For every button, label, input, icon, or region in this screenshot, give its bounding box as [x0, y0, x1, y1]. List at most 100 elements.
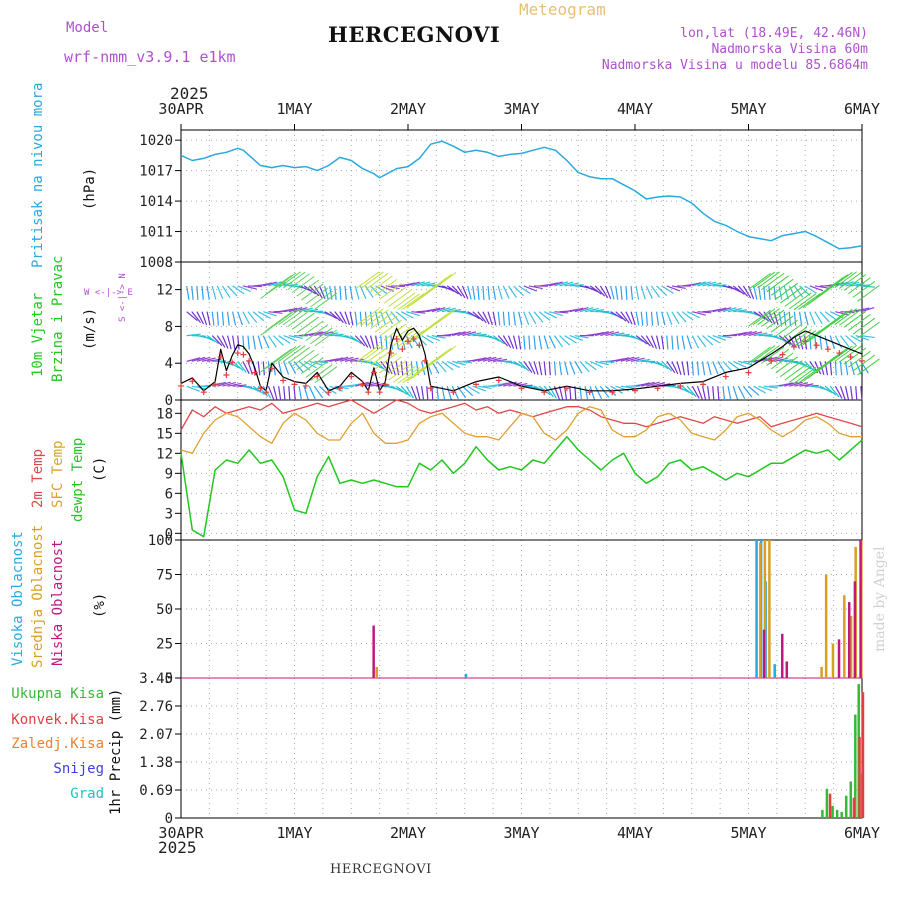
wind-arrow [553, 361, 557, 376]
wind-arrow [487, 357, 502, 362]
wind-gust-marker [768, 357, 775, 364]
wind-arrow [390, 385, 404, 393]
wind-arrow [600, 360, 615, 363]
date-label-bottom: 4MAY [617, 824, 653, 842]
y-tick-label: 25 [156, 637, 173, 653]
cloud-low-bar [781, 633, 784, 678]
wind-arrow [610, 311, 623, 320]
top-year: 2025 [170, 84, 209, 103]
wind-arrow [528, 311, 537, 325]
wind-arrow [226, 311, 230, 326]
wind-arrow [206, 311, 211, 326]
wind-arrow-strong [766, 275, 789, 293]
y-tick-label: 0.69 [139, 783, 173, 799]
wind-arrow-strong [761, 309, 785, 327]
wind-arrow [513, 285, 524, 297]
cloud-mid-bar [849, 615, 853, 678]
wind-arrow [733, 309, 748, 313]
wind-arrow-strong [296, 316, 320, 334]
wind-arrow [625, 285, 628, 300]
precip-hail-label: Grad [70, 786, 104, 802]
wind-arrow [507, 285, 517, 298]
wind-arrow [457, 330, 471, 337]
wind-arrow [477, 356, 492, 362]
wind-arrow [221, 311, 225, 326]
wind-arrow [191, 311, 202, 323]
wind-arrow [426, 335, 440, 342]
wind-gust-marker [541, 389, 548, 396]
wind-arrow [650, 311, 654, 326]
wind-arrow [615, 334, 630, 337]
wind-arrow-strong [365, 346, 389, 364]
wind-gust-marker [382, 381, 389, 388]
precip-total-bar [849, 781, 853, 818]
date-label-bottom: 30APR [158, 824, 204, 842]
wind-arrow [549, 311, 563, 316]
wind-arrow-strong [361, 345, 384, 362]
wind-arrow-strong [273, 346, 297, 363]
wind-arrow [370, 382, 385, 387]
wind-arrow [191, 385, 206, 390]
wind-arrow [809, 361, 819, 374]
wind-arrow [268, 281, 282, 287]
wind-arrow [824, 385, 837, 396]
wind-arrow-strong [379, 356, 402, 374]
wind-arrow [630, 285, 634, 300]
wind-arrow [701, 361, 706, 376]
wind-arrow [349, 285, 353, 300]
wind-arrow [288, 335, 303, 339]
wind-arrow [579, 360, 590, 373]
wind-arrow [447, 331, 461, 337]
wind-arrow [538, 361, 543, 376]
wind-gust-marker [473, 381, 480, 388]
wind-arrow [441, 360, 454, 371]
wind-arrow [354, 285, 360, 300]
wind-arrow [324, 311, 338, 320]
wind-arrow [696, 385, 703, 400]
wind-arrow [748, 385, 760, 396]
wind-arrow-strong [433, 308, 457, 326]
wind-arrow [671, 335, 674, 350]
wind-arrow [773, 311, 779, 326]
wind-gust-marker [217, 353, 224, 360]
wind-arrow [370, 285, 381, 297]
wind-gust-marker [370, 369, 377, 376]
wind-arrow [737, 285, 749, 297]
date-label-top: 2MAY [390, 100, 426, 118]
y-tick-label: 12 [156, 446, 173, 462]
wind-arrow [482, 285, 485, 300]
wind-arrow [303, 285, 317, 295]
wind-arrow-strong [752, 308, 776, 326]
wind-arrow-strong [757, 308, 780, 326]
wind-arrow [855, 284, 870, 287]
wind-arrow-strong [757, 345, 780, 362]
wind-arrow-strong [278, 271, 301, 289]
wind-arrow [405, 385, 414, 399]
wind-arrow [467, 285, 472, 300]
wind-arrow-strong [770, 278, 794, 296]
wind-arrow [584, 285, 599, 293]
wind-arrow [528, 335, 531, 350]
wind-arrow [850, 361, 855, 376]
wind-arrow-strong [757, 271, 780, 289]
dewpt-line [180, 435, 863, 538]
wind-arrow-strong [301, 320, 324, 338]
wind-arrow [364, 285, 374, 298]
wind-arrow [283, 335, 297, 342]
wind-arrow [666, 311, 673, 325]
wind-arrow [610, 332, 625, 337]
wind-arrow-strong [273, 309, 297, 327]
wind-arrow [323, 285, 329, 300]
meteogram-title: Meteogram [519, 0, 606, 19]
wind-arrow [620, 311, 630, 324]
wind-arrow [692, 311, 707, 316]
wind-arrow-strong [365, 272, 389, 290]
date-label-top: 1MAY [276, 100, 312, 118]
wind-arrow-strong [793, 366, 817, 384]
wind-arrow [364, 335, 372, 349]
wind-arrow [712, 386, 715, 401]
wind-arrow [712, 361, 719, 375]
wind-arrow-strong [843, 347, 867, 365]
wind-arrow-strong [784, 326, 808, 344]
